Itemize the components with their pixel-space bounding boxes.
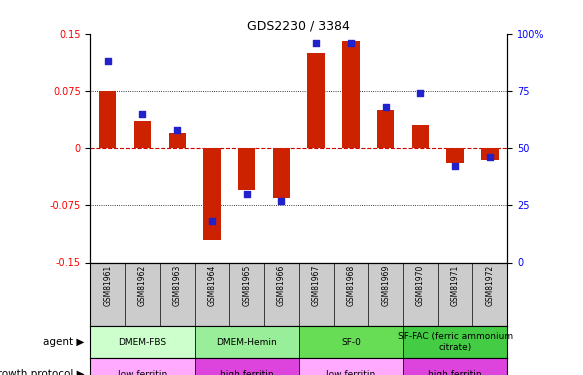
- Point: [346, 40, 356, 46]
- Bar: [342, 41, 360, 148]
- Text: DMEM-Hemin: DMEM-Hemin: [216, 338, 277, 346]
- Point: [103, 58, 113, 64]
- Point: [381, 104, 390, 110]
- Bar: [273, 148, 290, 198]
- Bar: [307, 53, 325, 148]
- Point: [138, 111, 147, 117]
- Text: GSM81966: GSM81966: [277, 264, 286, 306]
- Bar: [481, 148, 498, 160]
- Point: [416, 90, 425, 96]
- Bar: [299, 326, 403, 358]
- Text: low ferritin: low ferritin: [326, 370, 375, 375]
- Bar: [403, 326, 507, 358]
- Point: [208, 218, 217, 224]
- Text: SF-FAC (ferric ammonium
citrate): SF-FAC (ferric ammonium citrate): [398, 333, 512, 352]
- Text: agent ▶: agent ▶: [43, 337, 85, 347]
- Text: GSM81962: GSM81962: [138, 264, 147, 306]
- Point: [277, 198, 286, 204]
- Point: [173, 127, 182, 133]
- Point: [485, 154, 494, 160]
- Point: [451, 164, 460, 170]
- Point: [242, 191, 251, 197]
- Text: GSM81968: GSM81968: [346, 264, 356, 306]
- Text: low ferritin: low ferritin: [118, 370, 167, 375]
- Bar: [195, 358, 298, 375]
- Bar: [90, 326, 195, 358]
- Text: GSM81970: GSM81970: [416, 264, 425, 306]
- Bar: [168, 133, 186, 148]
- Text: GSM81967: GSM81967: [312, 264, 321, 306]
- Bar: [377, 110, 394, 148]
- Bar: [299, 358, 403, 375]
- Bar: [90, 358, 195, 375]
- Text: GSM81964: GSM81964: [208, 264, 216, 306]
- Text: GSM81969: GSM81969: [381, 264, 390, 306]
- Text: growth protocol ▶: growth protocol ▶: [0, 369, 85, 375]
- Text: high ferritin: high ferritin: [429, 370, 482, 375]
- Text: GSM81965: GSM81965: [242, 264, 251, 306]
- Point: [311, 40, 321, 46]
- Bar: [134, 122, 151, 148]
- Text: GSM81972: GSM81972: [485, 264, 494, 306]
- Text: GSM81971: GSM81971: [451, 264, 459, 306]
- Text: GSM81963: GSM81963: [173, 264, 182, 306]
- Text: GSM81961: GSM81961: [103, 264, 113, 306]
- Bar: [447, 148, 464, 164]
- Bar: [99, 91, 117, 148]
- Bar: [412, 125, 429, 148]
- Bar: [203, 148, 220, 240]
- Text: SF-0: SF-0: [341, 338, 361, 346]
- Bar: [238, 148, 255, 190]
- Text: high ferritin: high ferritin: [220, 370, 273, 375]
- Title: GDS2230 / 3384: GDS2230 / 3384: [247, 20, 350, 33]
- Text: DMEM-FBS: DMEM-FBS: [118, 338, 167, 346]
- Bar: [403, 358, 507, 375]
- Bar: [195, 326, 298, 358]
